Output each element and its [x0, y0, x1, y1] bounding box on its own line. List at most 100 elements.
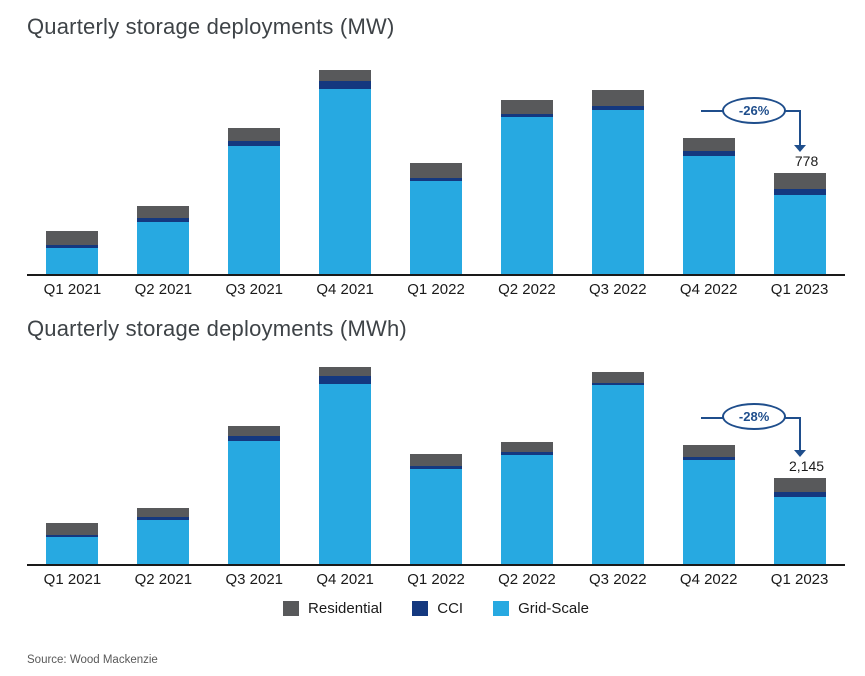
- bar-value-label: 2,145: [789, 458, 825, 475]
- bar-slot: [118, 356, 209, 564]
- chart-section-mwh: Quarterly storage deployments (MWh) -28%…: [27, 316, 845, 590]
- bar-slot: [391, 356, 482, 564]
- x-axis-label: Q4 2021: [316, 281, 374, 298]
- segment-cci: [228, 140, 281, 146]
- segment-cci: [500, 114, 553, 118]
- segment-residential: [228, 426, 281, 437]
- x-axis-label: Q1 2022: [407, 281, 465, 298]
- bar-slot: [209, 356, 300, 564]
- bar-slot: [118, 54, 209, 274]
- bar-slot: [209, 54, 300, 274]
- bar-slot: [663, 356, 754, 564]
- annotation-arrowhead-down-icon: [793, 145, 806, 153]
- segment-grid-scale: [137, 222, 190, 274]
- segment-grid-scale: [137, 520, 190, 564]
- segment-cci: [410, 465, 462, 469]
- segment-cci: [591, 106, 644, 110]
- plot-area-mw: -26% 778: [27, 54, 845, 276]
- x-axis-label: Q1 2021: [43, 571, 102, 588]
- segment-residential: [319, 366, 372, 377]
- legend-swatch-residential: [283, 601, 300, 616]
- segment-cci: [410, 177, 462, 181]
- segment-grid-scale: [319, 88, 372, 274]
- stacked-bar-q1-2023: [773, 173, 826, 274]
- segment-residential: [773, 173, 826, 189]
- segment-cci: [46, 244, 99, 249]
- segment-residential: [228, 128, 281, 141]
- bar-slot: [27, 356, 118, 564]
- stacked-bar-q4-2021: [319, 69, 372, 274]
- x-axis-label: Q2 2022: [498, 571, 556, 588]
- segment-residential: [500, 442, 553, 453]
- segment-grid-scale: [46, 537, 99, 564]
- annotation-arrowhead-down-icon: [793, 450, 806, 458]
- annotation-arrow-line: [798, 416, 801, 451]
- segment-grid-scale: [228, 441, 281, 564]
- segment-grid-scale: [591, 385, 644, 564]
- x-axis-label: Q1 2023: [770, 571, 829, 588]
- segment-grid-scale: [228, 145, 281, 274]
- segment-residential: [682, 444, 735, 458]
- segment-grid-scale: [773, 497, 826, 564]
- segment-residential: [319, 69, 372, 81]
- stacked-bar-q1-2022: [410, 162, 462, 274]
- source-attribution: Source: Wood Mackenzie: [27, 654, 158, 666]
- stacked-bar-q3-2022: [591, 371, 644, 564]
- segment-cci: [319, 80, 372, 89]
- segment-residential: [591, 371, 644, 383]
- segment-residential: [591, 90, 644, 107]
- stacked-bar-q3-2022: [591, 90, 644, 274]
- stacked-bar-q4-2022: [682, 138, 735, 274]
- segment-cci: [137, 218, 190, 223]
- segment-cci: [46, 535, 99, 538]
- legend-item-grid-scale: Grid-Scale: [493, 600, 589, 617]
- segment-residential: [682, 138, 735, 152]
- bar-slot: [391, 54, 482, 274]
- segment-residential: [137, 507, 190, 518]
- x-axis-label: Q2 2021: [134, 281, 193, 298]
- x-axis-label: Q3 2021: [225, 571, 283, 588]
- segment-residential: [410, 454, 462, 466]
- bar-slot: [300, 356, 391, 564]
- stacked-bar-q4-2022: [682, 444, 735, 564]
- segment-grid-scale: [410, 468, 462, 564]
- bar-value-label: 778: [794, 153, 819, 170]
- segment-cci: [319, 376, 372, 384]
- segment-residential: [46, 523, 99, 536]
- bar-slot: [300, 54, 391, 274]
- segment-grid-scale: [682, 155, 735, 274]
- stacked-bar-q2-2022: [500, 442, 553, 564]
- segment-grid-scale: [410, 180, 462, 274]
- segment-cci: [682, 151, 735, 156]
- legend-label-residential: Residential: [308, 600, 383, 617]
- segment-cci: [137, 517, 190, 521]
- legend-label-grid-scale: Grid-Scale: [518, 600, 589, 617]
- legend-item-cci: CCI: [412, 600, 463, 617]
- stacked-bar-q4-2021: [319, 366, 372, 564]
- x-axis-label: Q1 2022: [407, 571, 465, 588]
- bar-slot: [481, 356, 572, 564]
- legend-item-residential: Residential: [283, 600, 382, 617]
- chart-title-mwh: Quarterly storage deployments (MWh): [27, 316, 407, 341]
- segment-grid-scale: [682, 460, 735, 564]
- annotation-arrow-line: [798, 110, 801, 146]
- segment-residential: [500, 100, 553, 115]
- segment-grid-scale: [46, 248, 99, 274]
- x-axis-label: Q2 2021: [134, 571, 193, 588]
- stacked-bar-q1-2021: [46, 231, 99, 274]
- x-axis-labels-mw: Q1 2021 Q2 2021 Q3 2021 Q4 2021 Q1 2022 Q2 20…: [27, 276, 845, 300]
- x-axis-label: Q4 2022: [679, 571, 738, 588]
- bar-slot: [572, 356, 663, 564]
- x-axis-labels-mwh: Q1 2021 Q2 2021 Q3 2021 Q4 2021 Q1 2022 Q2 20…: [27, 566, 845, 590]
- legend-swatch-grid-scale: [493, 601, 510, 616]
- segment-grid-scale: [500, 117, 553, 274]
- segment-residential: [410, 162, 462, 178]
- legend-label-cci: CCI: [437, 600, 464, 617]
- segment-cci: [500, 452, 553, 456]
- bar-slot: [754, 54, 845, 274]
- segment-grid-scale: [319, 384, 372, 564]
- annotation-change-badge: -26%: [722, 96, 787, 124]
- segment-residential: [773, 478, 826, 492]
- segment-cci: [682, 457, 735, 460]
